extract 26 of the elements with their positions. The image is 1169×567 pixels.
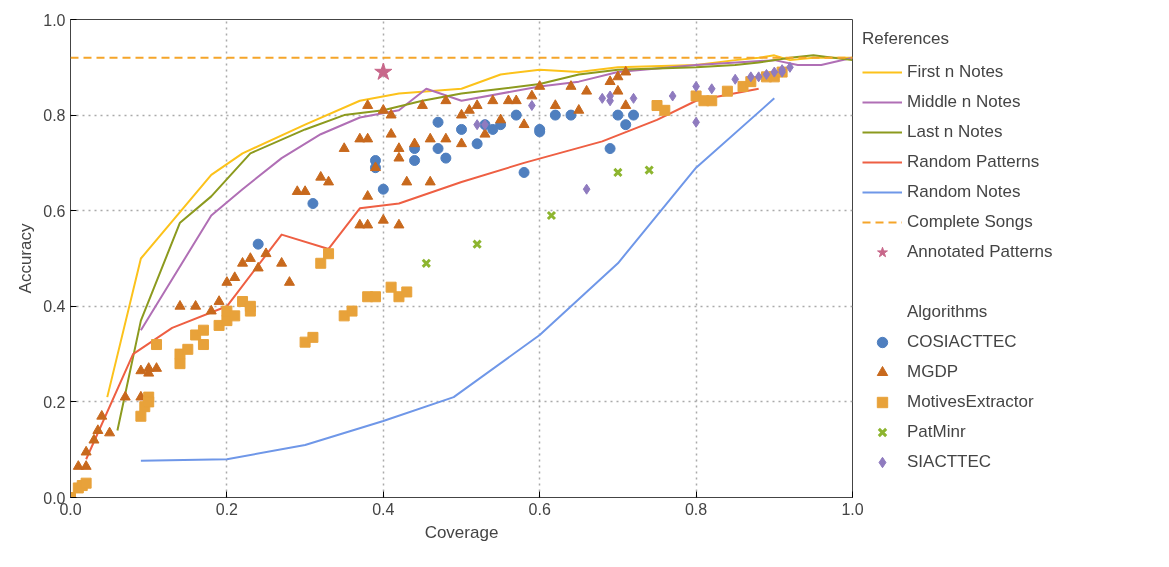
y-tick-label: 0.4 bbox=[43, 298, 66, 316]
legend-label: Last n Notes bbox=[907, 121, 1003, 143]
x-tick-label: 0.2 bbox=[215, 500, 239, 518]
legend-label: Complete Songs bbox=[907, 211, 1033, 233]
y-tick-label: 0.6 bbox=[43, 202, 66, 220]
legend-label: PatMinr bbox=[907, 421, 966, 443]
legend-title: References bbox=[862, 29, 950, 49]
legend-label: SIACTTEC bbox=[907, 451, 992, 473]
y-tick-label: 1.0 bbox=[43, 11, 66, 29]
x-tick-label: 0.4 bbox=[372, 500, 395, 518]
legend-label: Annotated Patterns bbox=[907, 241, 1053, 263]
y-tick-label: 0.8 bbox=[43, 107, 66, 125]
legend-label: Middle n Notes bbox=[907, 91, 1021, 113]
y-tick-label: 0.2 bbox=[43, 393, 66, 411]
x-axis-title: Coverage bbox=[424, 522, 499, 542]
text: Algorithms bbox=[907, 301, 988, 323]
x-tick-label: 0.8 bbox=[684, 500, 708, 518]
y-axis-title: Accuracy bbox=[16, 223, 36, 294]
legend-label: Random Notes bbox=[907, 181, 1021, 203]
x-tick-label: 1.0 bbox=[841, 500, 864, 518]
legend-label: Random Patterns bbox=[907, 151, 1040, 173]
legend-label: MotivesExtractor bbox=[907, 391, 1034, 413]
x-tick-label: 0.6 bbox=[528, 500, 551, 518]
legend-label: First n Notes bbox=[907, 61, 1004, 83]
legend-label: MGDP bbox=[907, 361, 958, 383]
legend-label: COSIACTTEC bbox=[907, 331, 1017, 353]
